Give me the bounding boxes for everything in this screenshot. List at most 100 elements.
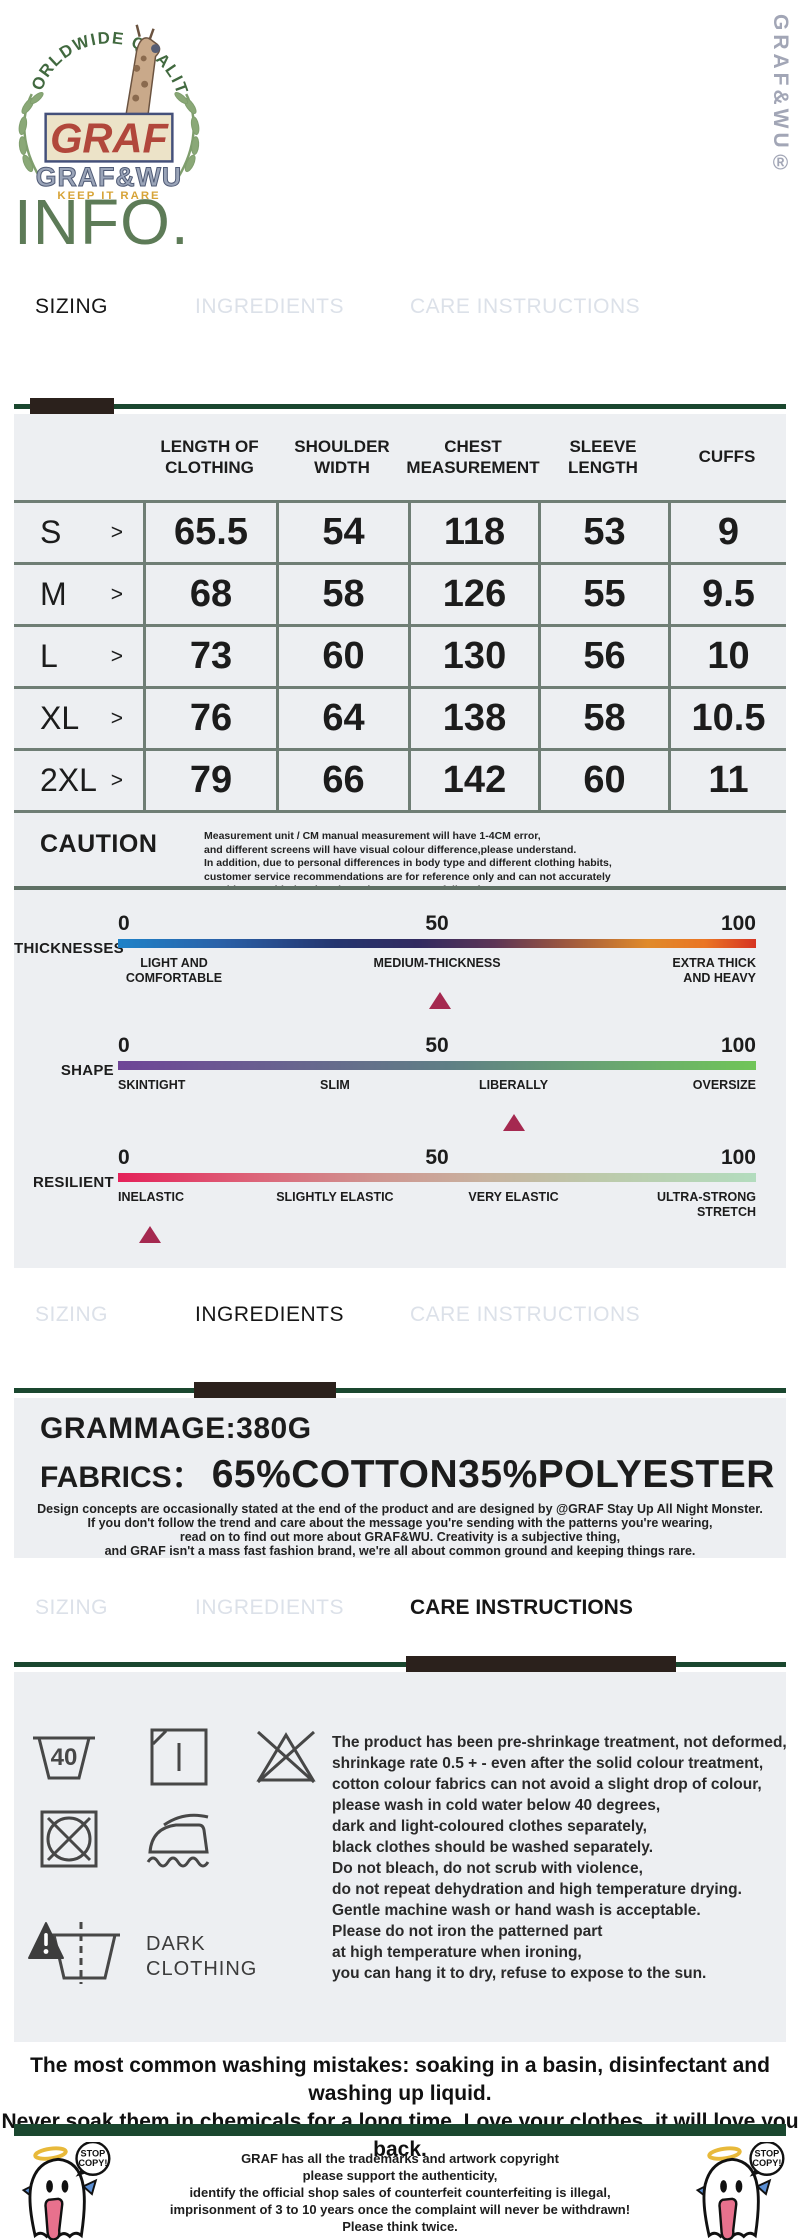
iron-icon [146,1813,210,1868]
svg-text:COPY!: COPY! [78,2158,107,2168]
logo-box [44,112,174,163]
chevron-right-icon: > [110,582,123,606]
footer-divider-bar [14,2124,786,2136]
logo-name-text: GRAF [50,115,169,162]
svg-text:STOP: STOP [755,2148,780,2158]
table-cell: 53 [538,500,668,562]
size-row-label: 2XL > [14,748,143,810]
column-header: CUFFS [698,447,756,467]
scale-stop: VERY ELASTIC [468,1190,559,1204]
stop-copy-ghost-left: STOP COPY! [21,2142,111,2240]
table-cell: 60 [276,624,408,686]
tab-ingredients[interactable]: INGREDIENTS [195,295,345,318]
scale-stop: LIGHT AND COMFORTABLE [125,956,223,985]
brand-logo: WORLDWIDE QUALITY GRAF [10,6,200,202]
scale-tick: 0 [118,912,130,935]
tab-ingredients[interactable]: INGREDIENTS [195,1303,345,1326]
table-cell: 58 [276,562,408,624]
scale-label: RESILIENT [32,1174,114,1191]
logo-arc-text: WORLDWIDE QUALITY [10,6,192,97]
tab-sizing[interactable]: SIZING [35,1596,109,1619]
tab-ingredients[interactable]: INGREDIENTS [195,1596,345,1619]
table-cell: 76 [143,686,276,748]
scale-stop: OVERSIZE [692,1078,756,1092]
active-tab-indicator [194,1382,336,1398]
table-cell: 64 [276,686,408,748]
scale-tick: 50 [425,1146,449,1169]
column-header: CHEST MEASUREMENT [406,436,540,477]
brand-vertical-label: GRAF&WU® [769,14,792,179]
table-cell: 60 [538,748,668,810]
scale-tick: 50 [425,912,449,935]
tab-care-instructions[interactable]: CARE INSTRUCTIONS [410,295,641,318]
resilient-marker-triangle [138,1226,161,1243]
dark-clothing-label: DARK CLOTHING [146,1933,258,1980]
table-cell: 73 [143,624,276,686]
table-cell: 130 [408,624,538,686]
wash-40-icon: 40 [33,1736,95,1780]
size-row-label: M > [14,562,143,624]
table-cell: 68 [143,562,276,624]
tab-sizing[interactable]: SIZING [35,295,109,318]
drip-dry-icon [150,1728,208,1786]
shape-scale: SHAPE 0 50 100 SKINTIGHT SLIM LIBERALLY … [14,1034,756,1150]
tab-bar-sizing: SIZING INGREDIENTS CARE INSTRUCTIONS [0,295,800,323]
logo-wordmark-text: GRAF&WU [36,162,182,192]
size-table-corner [14,414,143,500]
scale-stop: SKINTIGHT [118,1078,186,1092]
table-cell: 55 [538,562,668,624]
scale-tick: 50 [425,1034,449,1057]
table-cell: 10.5 [668,686,786,748]
caution-label: CAUTION [40,830,158,858]
svg-text:STOP: STOP [81,2148,106,2158]
size-table: LENGTH OF CLOTHING SHOULDER WIDTH CHEST … [14,414,786,813]
dark-clothing-warning-icon [28,1922,120,1984]
section-divider-care [14,1656,786,1672]
section-divider-sizing [14,398,786,414]
do-not-bleach-icon [256,1730,316,1784]
thickness-gradient-bar [118,939,756,948]
tab-sizing[interactable]: SIZING [35,1303,109,1326]
thickness-scale: THICKNESSES 0 50 100 LIGHT AND COMFORTAB… [14,912,756,1028]
tab-bar-ingredients: SIZING INGREDIENTS CARE INSTRUCTIONS [0,1303,800,1331]
fabrics-value: 65%COTTON35%POLYESTER [211,1453,775,1496]
chevron-right-icon: > [110,768,123,792]
column-header: LENGTH OF CLOTHING [160,436,259,477]
scale-tick: 0 [118,1146,130,1169]
scale-stop: SLIM [319,1078,350,1092]
laurel-branch-right [174,91,200,178]
resilient-gradient-bar [118,1173,756,1182]
table-cell: 65.5 [143,500,276,562]
chevron-right-icon: > [110,644,123,668]
table-cell: 58 [538,686,668,748]
do-not-tumble-dry-icon [40,1810,98,1868]
table-cell: 126 [408,562,538,624]
table-cell: 56 [538,624,668,686]
scale-stop: LIBERALLY [479,1078,549,1092]
table-cell: 10 [668,624,786,686]
tab-bar-care: SIZING INGREDIENTS CARE INSTRUCTIONS [0,1596,800,1624]
table-cell: 9 [668,500,786,562]
table-cell: 138 [408,686,538,748]
table-cell: 66 [276,748,408,810]
tab-care-instructions[interactable]: CARE INSTRUCTIONS [410,1303,641,1326]
section-divider-ingredients [14,1382,786,1398]
caution-divider [14,886,786,890]
table-cell: 142 [408,748,538,810]
size-row-label: L > [14,624,143,686]
fabrics-label: FABRICS： [40,1461,202,1494]
table-cell: 11 [668,748,786,810]
table-cell: 118 [408,500,538,562]
active-tab-indicator [406,1656,676,1672]
shape-marker-triangle [502,1114,525,1131]
scale-tick: 0 [118,1034,130,1057]
size-row-label: S > [14,500,143,562]
logo-tagline-text: KEEP IT RARE [57,190,160,202]
scale-tick: 100 [720,1146,756,1169]
svg-text:40: 40 [51,1744,78,1771]
scale-label: THICKNESSES [14,940,124,957]
scale-stop: EXTRA THICK AND HEAVY [672,956,756,985]
tab-care-instructions[interactable]: CARE INSTRUCTIONS [410,1596,633,1619]
caution-block: CAUTION Measurement unit / CM manual mea… [14,820,786,910]
scale-label: SHAPE [60,1062,114,1079]
